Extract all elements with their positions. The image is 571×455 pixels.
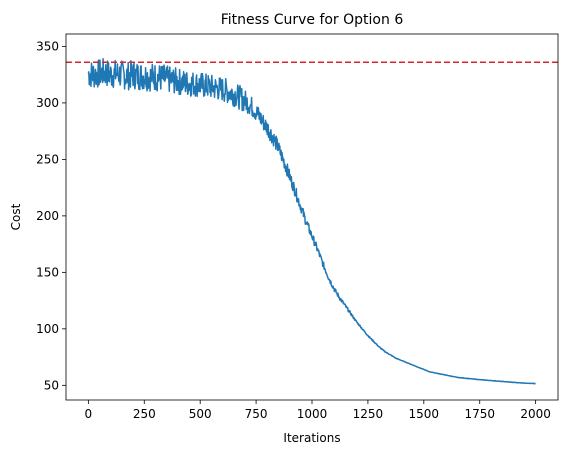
plot-area xyxy=(66,58,558,385)
y-tick-label: 300 xyxy=(36,96,59,110)
x-tick-label: 1750 xyxy=(464,407,495,421)
y-tick-label: 50 xyxy=(44,378,59,392)
chart-title: Fitness Curve for Option 6 xyxy=(221,12,404,28)
axes: 0 250 500 750 1000 1250 1500 1750 2000 50 100 150 20… xyxy=(36,33,559,421)
y-tick-label: 200 xyxy=(36,209,59,223)
x-tick-label: 1000 xyxy=(297,407,328,421)
y-axis-title: Cost xyxy=(9,203,23,230)
x-tick-label: 500 xyxy=(189,407,212,421)
x-tick-label: 1250 xyxy=(353,407,384,421)
y-tick-label: 250 xyxy=(36,152,59,166)
y-tick-label: 100 xyxy=(36,322,59,336)
x-tick-label: 1500 xyxy=(409,407,440,421)
series-line-0 xyxy=(87,58,536,385)
x-axis-title: Iterations xyxy=(283,431,340,445)
y-tick-label: 150 xyxy=(36,265,59,279)
x-tick-label: 2000 xyxy=(520,407,551,421)
x-tick-label: 750 xyxy=(245,407,268,421)
x-tick-label: 250 xyxy=(133,407,156,421)
x-tick-label: 0 xyxy=(85,407,93,421)
y-tick-label: 350 xyxy=(36,39,59,53)
